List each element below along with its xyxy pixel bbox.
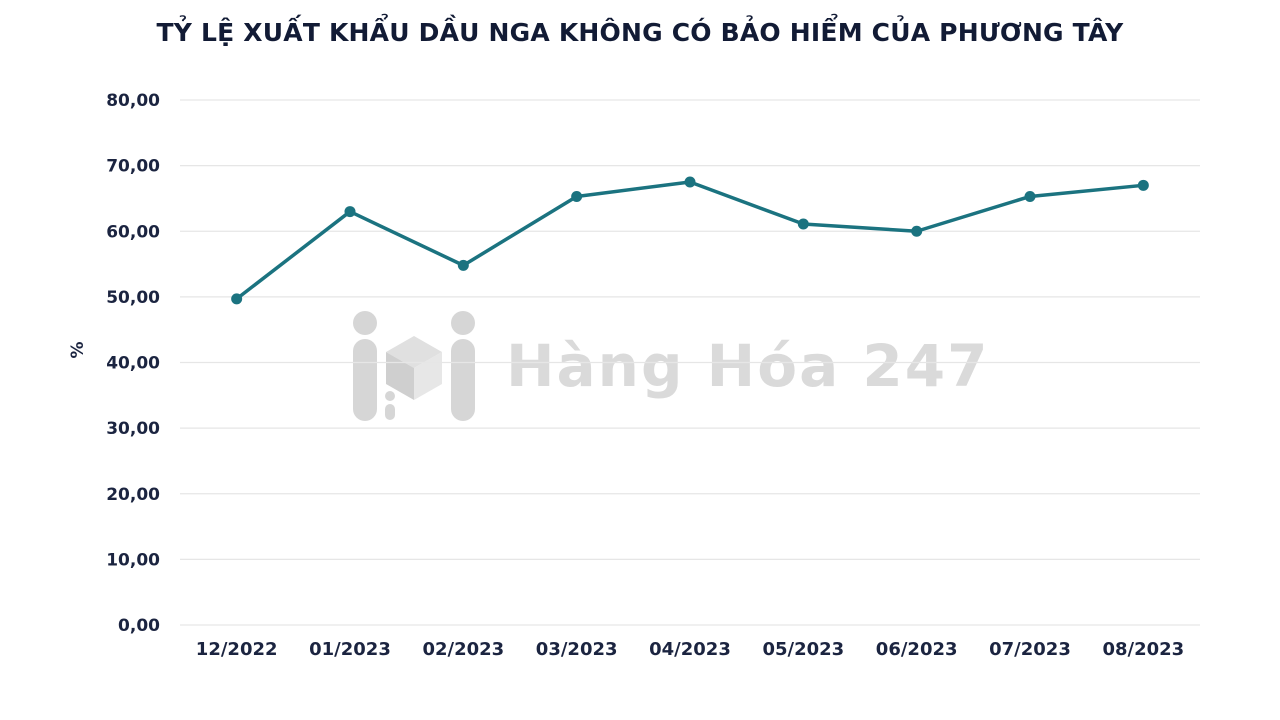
x-axis-tick-label: 12/2022 <box>196 639 278 660</box>
y-axis-tick-label: 0,00 <box>118 616 160 636</box>
y-axis-tick-label: 60,00 <box>106 222 160 242</box>
data-line <box>234 180 1146 301</box>
y-axis-tick-label: 70,00 <box>106 157 160 177</box>
x-axis-tick-label: 05/2023 <box>762 639 844 660</box>
y-axis-tick-label: 10,00 <box>106 550 160 570</box>
data-point <box>571 190 583 202</box>
data-point <box>911 225 923 237</box>
y-axis-tick-label: 80,00 <box>106 91 160 111</box>
y-axis-tick-label: 30,00 <box>106 419 160 439</box>
x-axis-tick-label: 03/2023 <box>536 639 618 660</box>
data-point <box>457 259 469 271</box>
y-axis-tick-label: 20,00 <box>106 485 160 505</box>
y-axis-tick-label: 50,00 <box>106 288 160 308</box>
x-axis-tick-label: 06/2023 <box>876 639 958 660</box>
data-point <box>344 206 356 218</box>
x-axis-tick-label: 07/2023 <box>989 639 1071 660</box>
chart-title: TỶ LỆ XUẤT KHẨU DẦU NGA KHÔNG CÓ BẢO HIỂ… <box>156 18 1124 47</box>
x-axis-tick-label: 01/2023 <box>309 639 391 660</box>
data-point <box>1024 190 1036 202</box>
line-chart: 0,00 10,00 20,00 30,00 40,00 50,00 60,00 70,00 8… <box>106 91 1200 660</box>
data-point <box>231 293 243 305</box>
data-point <box>797 218 809 230</box>
x-axis-tick-label: 04/2023 <box>649 639 731 660</box>
x-axis-tick-label: 08/2023 <box>1102 639 1184 660</box>
data-point <box>684 176 696 188</box>
y-axis-tick-label: 40,00 <box>106 354 160 374</box>
x-axis-tick-label: 02/2023 <box>422 639 504 660</box>
data-point <box>1137 179 1149 191</box>
